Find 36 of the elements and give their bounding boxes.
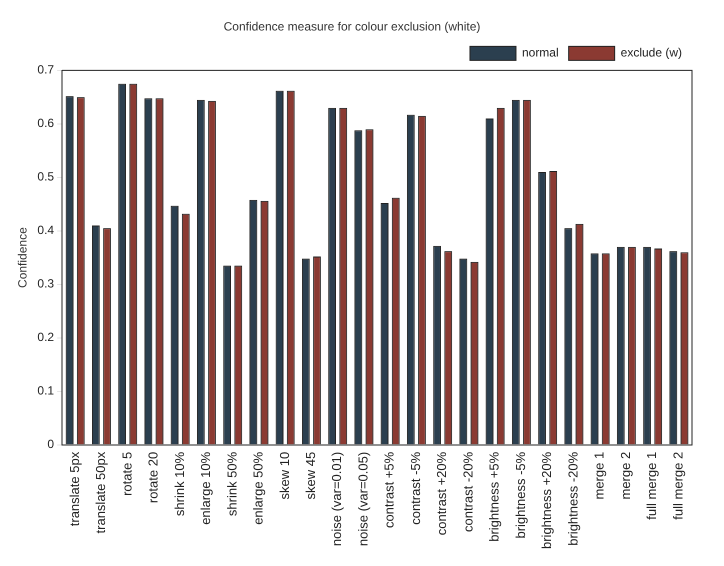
x-tick-label: merge 2 xyxy=(618,452,633,500)
x-tick-label: enlarge 50% xyxy=(250,451,266,525)
x-tick-label: contrast +20% xyxy=(434,451,450,536)
x-tick-label: skew 45 xyxy=(303,452,318,500)
y-tick-label: 0.7 xyxy=(37,62,54,77)
x-tick-label: noise (var=0.01) xyxy=(329,452,344,546)
chart-title: Confidence measure for colour exclusion (white) xyxy=(224,20,480,34)
y-tick-label: 0.3 xyxy=(37,276,54,291)
y-tick-label: 0.6 xyxy=(37,116,54,130)
y-tick-label: 0 xyxy=(47,437,54,452)
x-tick-label: merge 1 xyxy=(592,452,607,500)
x-tick-label: rotate 5 xyxy=(119,452,134,496)
x-tick-label: brightness +5% xyxy=(486,451,502,542)
x-tick-label: full merge 2 xyxy=(670,452,686,520)
y-tick-label: 0.1 xyxy=(37,384,54,398)
x-tick-label: enlarge 10% xyxy=(198,451,214,525)
y-axis-title: Confidence xyxy=(16,226,30,288)
x-tick-label: translate 5px xyxy=(66,451,82,526)
y-tick-label: 0.2 xyxy=(37,330,54,344)
x-tick-label: shrink 50% xyxy=(224,451,240,516)
x-tick-label: rotate 20 xyxy=(146,452,161,504)
y-tick-label: 0.4 xyxy=(37,223,54,238)
x-tick-label: skew 10 xyxy=(276,452,292,500)
x-tick-label: translate 50px xyxy=(93,451,108,534)
x-tick-label: brightness -20% xyxy=(565,451,580,546)
x-tick-label: noise (var=0.05) xyxy=(355,452,370,546)
legend-label: exclude (w) xyxy=(620,46,682,60)
x-tick-label: shrink 10% xyxy=(172,451,187,516)
x-tick-label: contrast -5% xyxy=(408,451,423,525)
x-tick-label: contrast -20% xyxy=(460,451,476,532)
x-tick-label: contrast +5% xyxy=(382,451,397,528)
x-tick-label: full merge 1 xyxy=(644,452,660,520)
x-tick-label: brightness +20% xyxy=(539,451,554,549)
y-tick-label: 0.5 xyxy=(37,170,54,184)
x-tick-label: brightness -5% xyxy=(512,451,528,539)
legend-label: normal xyxy=(522,46,559,60)
